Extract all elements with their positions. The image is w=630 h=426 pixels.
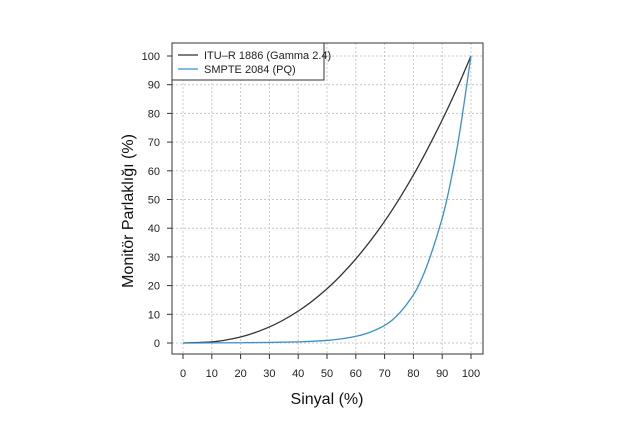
- y-tick-label: 20: [148, 281, 160, 293]
- y-tick-label: 70: [148, 137, 160, 149]
- y-axis-label: Monitör Parlaklığı (%): [120, 134, 137, 288]
- series-line-1: [182, 55, 472, 344]
- legend-label: ITU–R 1886 (Gamma 2.4): [204, 50, 331, 62]
- x-tick-label: 100: [462, 368, 480, 380]
- x-tick-label: 20: [234, 368, 246, 380]
- legend-box: [171, 42, 325, 81]
- x-tick-label: 70: [378, 368, 390, 380]
- x-tick-label: 50: [321, 368, 333, 380]
- x-axis: 0 10 20 30 40 50 60 70 80 90 100: [180, 354, 480, 380]
- x-tick-label: 80: [407, 368, 419, 380]
- y-tick-label: 30: [148, 252, 160, 264]
- grid-lines: [172, 43, 483, 354]
- x-tick-label: 30: [263, 368, 275, 380]
- x-tick-label: 90: [436, 368, 448, 380]
- y-tick-label: 40: [148, 223, 160, 235]
- series-line-2: [182, 55, 472, 344]
- y-axis: 0 10 20 30 40 50 60 70 80 90 100: [142, 51, 172, 350]
- x-tick-label: 60: [350, 368, 362, 380]
- y-tick-label: 10: [148, 309, 160, 321]
- x-tick-label: 40: [292, 368, 304, 380]
- plot-lines: [182, 55, 472, 344]
- x-axis-label: Sinyal (%): [291, 391, 364, 408]
- legend-label: SMPTE 2084 (PQ): [204, 64, 296, 76]
- legend: ITU–R 1886 (Gamma 2.4) SMPTE 2084 (PQ): [171, 42, 331, 81]
- x-tick-label: 0: [180, 368, 186, 380]
- y-tick-label: 50: [148, 195, 160, 207]
- y-tick-label: 0: [154, 338, 160, 350]
- y-tick-label: 60: [148, 166, 160, 178]
- x-tick-label: 10: [206, 368, 218, 380]
- y-tick-label: 90: [148, 80, 160, 92]
- y-tick-label: 80: [148, 108, 160, 120]
- y-tick-label: 100: [142, 51, 160, 63]
